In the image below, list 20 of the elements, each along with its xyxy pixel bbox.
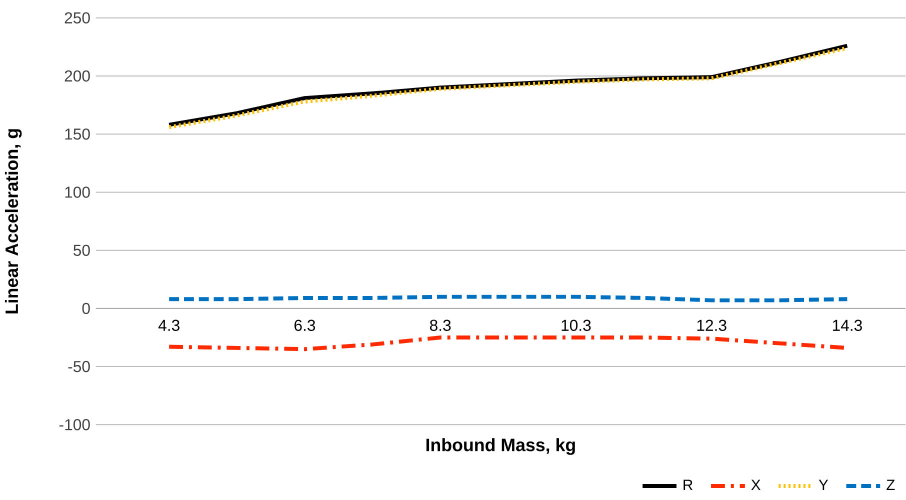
legend-label: Z xyxy=(886,480,895,490)
x-tick-label: 6.3 xyxy=(294,320,316,331)
y-tick-label: -100 xyxy=(59,418,90,430)
y-tick-label: 100 xyxy=(65,186,90,198)
legend-label: X xyxy=(751,480,760,490)
x-tick-label: 8.3 xyxy=(430,320,451,331)
x-tick-label: 10.3 xyxy=(562,320,591,331)
y-tick-label: -50 xyxy=(68,360,90,372)
y-tick-label: 50 xyxy=(73,244,90,256)
x-tick-label: 14.3 xyxy=(832,320,862,331)
x-tick-label: 12.3 xyxy=(697,320,726,331)
legend-label: Y xyxy=(818,480,828,490)
y-tick-label: 250 xyxy=(64,12,90,24)
y-tick-label: 0 xyxy=(82,302,90,314)
x-axis-title: Inbound Mass, kg xyxy=(426,438,575,455)
y-tick-label: 150 xyxy=(65,128,90,140)
y-tick-label: 200 xyxy=(64,70,90,82)
y-axis-title: Linear Acceleration, g xyxy=(4,129,22,314)
x-tick-label: 4.3 xyxy=(158,320,180,331)
legend-label: R xyxy=(684,480,692,490)
